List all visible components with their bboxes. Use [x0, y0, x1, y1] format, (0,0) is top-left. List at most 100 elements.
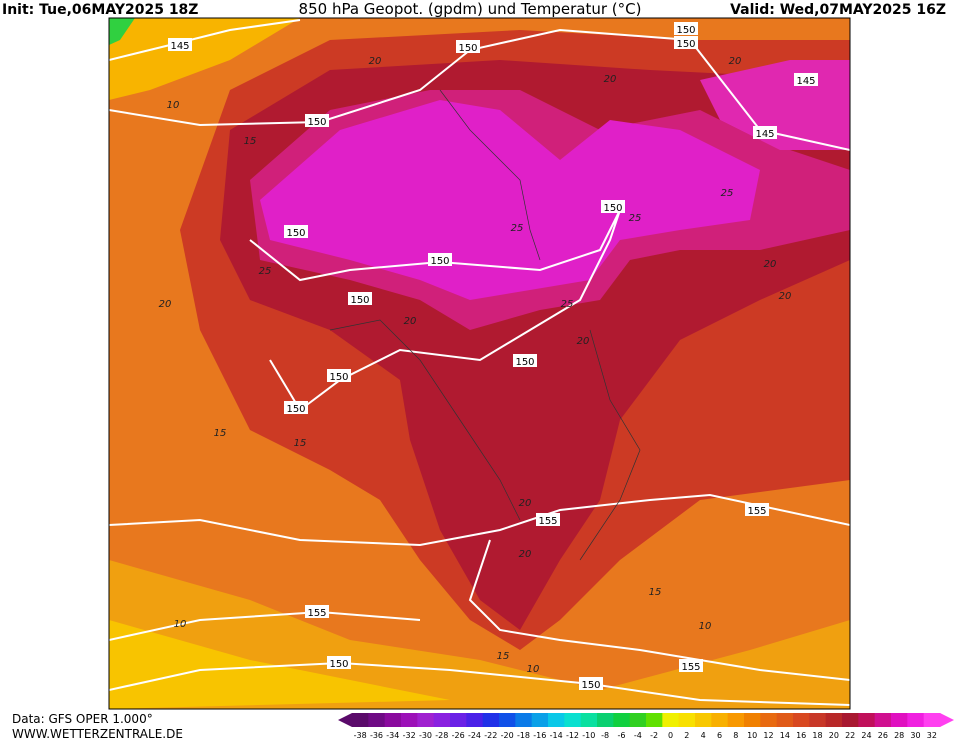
map: 145 150 150 150 145 145 150 150 150 150 150 150 150 1… [109, 18, 850, 709]
colorbar-label: -16 [533, 731, 546, 740]
contour-line [249, 209, 621, 412]
cold-spot [109, 18, 135, 45]
geopotential-label: 150 [603, 203, 622, 214]
geopotential-label: 155 [307, 608, 326, 619]
geopotential-label: 150 [286, 404, 305, 415]
contour-line [109, 610, 421, 641]
geopotential-label: 150 [458, 43, 477, 54]
contour-label-box [284, 401, 308, 414]
colorbar-label: -4 [634, 731, 642, 740]
temperature-label: 15 [244, 136, 257, 147]
contour-label-box [601, 200, 625, 213]
contour-label-box [513, 354, 537, 367]
contour-line [468, 539, 850, 681]
temperature-label: 15 [497, 651, 510, 662]
colorbar-box [597, 713, 614, 727]
temperature-label: 10 [527, 664, 540, 675]
colorbar-box [711, 713, 729, 727]
contour-label-box [745, 503, 769, 516]
colorbar-label: -12 [566, 731, 579, 740]
contour-label-box [327, 369, 351, 382]
colorbar-box [613, 713, 631, 727]
valid-time: Valid: Wed,07MAY2025 16Z [730, 2, 946, 18]
colorbar-label: -34 [386, 731, 399, 740]
colorbar-box [825, 713, 843, 727]
colorbar-arrow [338, 713, 352, 727]
colorbar-box [401, 713, 418, 727]
contour-label-box [674, 22, 698, 35]
temperature-label: 25 [561, 299, 574, 310]
temperature-label: 20 [779, 291, 792, 302]
colorbar-box [433, 713, 451, 727]
colorbar-label: 24 [861, 731, 871, 740]
temperature-label: 20 [729, 56, 742, 67]
contour-line [109, 19, 301, 61]
contour-label-box [679, 659, 703, 672]
temperature-label: 25 [511, 223, 524, 234]
geopotential-label: 145 [755, 129, 774, 140]
colorbar-box [727, 713, 745, 727]
colorbar-box [809, 713, 827, 727]
geopotential-label: 155 [538, 516, 557, 527]
border-line [439, 89, 541, 261]
geopotential-label: 150 [676, 25, 695, 36]
contour-label-box [674, 36, 698, 49]
colorbar-box [515, 713, 533, 727]
geopotential-label: 150 [329, 659, 348, 670]
colorbar-label: -24 [468, 731, 481, 740]
contour-label-box [536, 513, 560, 526]
colorbar-label: -20 [501, 731, 514, 740]
data-source: Data: GFS OPER 1.000° [12, 712, 153, 726]
colorbar: -38 -36 -34 -32 -30 -28 -26 -24 -22 -20 -18 -16 -14-… [338, 713, 954, 740]
colorbar-box [776, 713, 794, 727]
site: WWW.WETTERZENTRALE.DE [12, 727, 183, 741]
colorbar-label: 18 [812, 731, 822, 740]
colorbar-box [531, 713, 549, 727]
geopotential-label: 150 [581, 680, 600, 691]
contour-line [109, 661, 850, 706]
border-line [579, 329, 641, 561]
colorbar-box [923, 713, 941, 727]
colorbar-box [629, 713, 647, 727]
colorbar-box [580, 713, 598, 727]
contour-label-box [305, 605, 329, 618]
colorbar-label: 30 [910, 731, 920, 740]
colorbar-box [793, 713, 810, 727]
colorbar-label: 10 [747, 731, 757, 740]
cool-region [109, 620, 450, 709]
temperature-label: 15 [294, 438, 307, 449]
temperature-label: 10 [699, 621, 712, 632]
contour-label-box [428, 253, 452, 266]
temperature-label: 15 [649, 587, 662, 598]
colorbar-label: -26 [452, 731, 465, 740]
geopotential-label: 155 [681, 662, 700, 673]
contour-label-box [284, 225, 308, 238]
colorbar-label: 16 [796, 731, 806, 740]
colorbar-label: -10 [582, 731, 595, 740]
colorbar-label: -2 [650, 731, 658, 740]
geopotential-label: 145 [170, 41, 189, 52]
geopotential-label: 150 [350, 295, 369, 306]
contour-label-box [579, 677, 603, 690]
colorbar-box [417, 713, 435, 727]
colorbar-label: -18 [517, 731, 530, 740]
contour-label-box [327, 656, 351, 669]
colorbar-label: 26 [878, 731, 888, 740]
colorbar-box [662, 713, 680, 727]
colorbar-box [564, 713, 582, 727]
colorbar-box [482, 713, 500, 727]
colorbar-label: 28 [894, 731, 904, 740]
contour-line [109, 493, 850, 547]
colorbar-box [368, 713, 386, 727]
geopotential-label: 150 [286, 228, 305, 239]
colorbar-label: 0 [668, 731, 673, 740]
contour-label-box [348, 292, 372, 305]
contour-label-box [794, 73, 818, 86]
temperature-label: 25 [629, 213, 642, 224]
temperature-label: 20 [369, 56, 382, 67]
colorbar-label: -32 [403, 731, 416, 740]
temperature-label: 20 [159, 299, 172, 310]
colorbar-label: 32 [927, 731, 937, 740]
colorbar-box [744, 713, 761, 727]
